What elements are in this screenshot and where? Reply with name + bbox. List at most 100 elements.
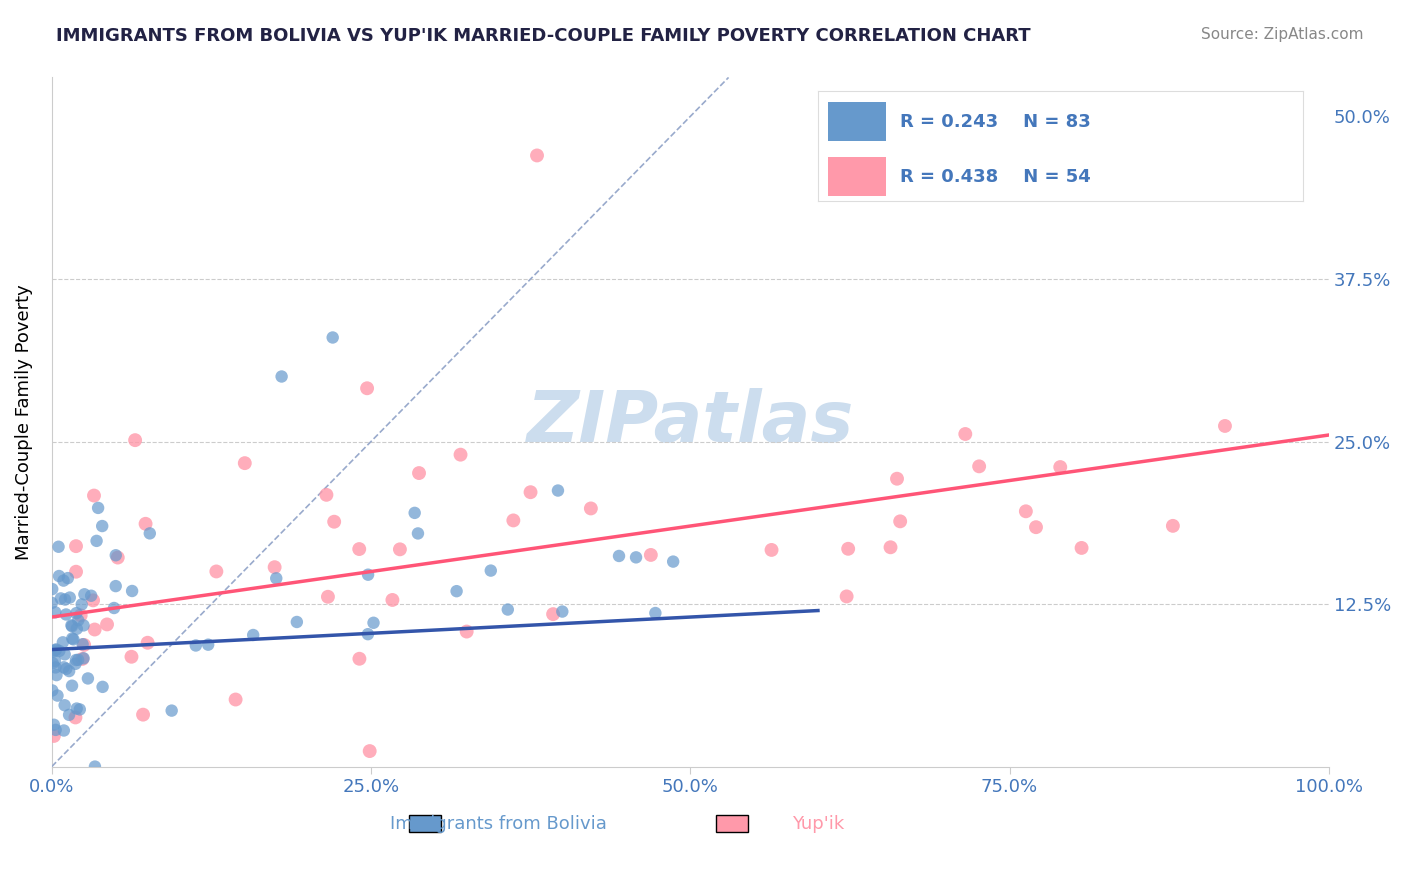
Yup'ik <box>967 459 990 474</box>
Yup'ik <box>1015 504 1038 518</box>
Yup'ik <box>107 550 129 565</box>
Immigrants from Bolivia <box>41 596 63 610</box>
Immigrants from Bolivia <box>496 602 519 616</box>
Immigrants from Bolivia <box>70 598 93 612</box>
Yup'ik <box>955 427 977 442</box>
Immigrants from Bolivia <box>87 500 110 515</box>
Yup'ik <box>69 608 91 623</box>
Yup'ik <box>835 590 858 604</box>
Immigrants from Bolivia <box>45 668 67 682</box>
Immigrants from Bolivia <box>49 591 72 606</box>
Immigrants from Bolivia <box>363 615 385 630</box>
Yup'ik <box>356 381 378 395</box>
Immigrants from Bolivia <box>103 601 125 615</box>
Immigrants from Bolivia <box>662 555 685 569</box>
Immigrants from Bolivia <box>60 632 83 646</box>
Yup'ik <box>135 516 157 531</box>
Yup'ik <box>541 607 564 621</box>
Immigrants from Bolivia <box>62 632 84 647</box>
Yup'ik <box>132 707 155 722</box>
Yup'ik <box>263 560 285 574</box>
Yup'ik <box>456 624 478 639</box>
Yup'ik <box>82 593 104 607</box>
FancyBboxPatch shape <box>409 814 441 832</box>
Immigrants from Bolivia <box>607 549 630 563</box>
Immigrants from Bolivia <box>66 701 89 715</box>
Immigrants from Bolivia <box>73 587 96 601</box>
Immigrants from Bolivia <box>45 642 67 657</box>
Yup'ik <box>1025 520 1047 534</box>
Yup'ik <box>96 617 118 632</box>
Immigrants from Bolivia <box>56 571 79 585</box>
Immigrants from Bolivia <box>357 567 380 582</box>
Yup'ik <box>502 513 524 527</box>
Yup'ik <box>349 652 371 666</box>
Immigrants from Bolivia <box>270 369 292 384</box>
Immigrants from Bolivia <box>42 657 65 671</box>
Yup'ik <box>72 652 94 666</box>
Immigrants from Bolivia <box>91 519 114 533</box>
Immigrants from Bolivia <box>84 759 107 773</box>
Immigrants from Bolivia <box>44 660 66 674</box>
Immigrants from Bolivia <box>59 591 82 605</box>
Immigrants from Bolivia <box>551 605 574 619</box>
Immigrants from Bolivia <box>624 550 647 565</box>
Text: IMMIGRANTS FROM BOLIVIA VS YUP'IK MARRIED-COUPLE FAMILY POVERTY CORRELATION CHAR: IMMIGRANTS FROM BOLIVIA VS YUP'IK MARRIE… <box>56 27 1031 45</box>
Immigrants from Bolivia <box>65 606 87 620</box>
Yup'ik <box>1279 110 1302 124</box>
Yup'ik <box>323 515 346 529</box>
Immigrants from Bolivia <box>80 589 103 603</box>
Immigrants from Bolivia <box>52 574 75 588</box>
Immigrants from Bolivia <box>184 639 207 653</box>
Immigrants from Bolivia <box>264 571 287 585</box>
Text: ZIPatlas: ZIPatlas <box>527 387 853 457</box>
Immigrants from Bolivia <box>104 548 127 562</box>
Yup'ik <box>879 541 901 555</box>
Text: Immigrants from Bolivia: Immigrants from Bolivia <box>391 814 607 832</box>
Yup'ik <box>233 456 256 470</box>
Immigrants from Bolivia <box>65 657 87 671</box>
Immigrants from Bolivia <box>160 704 183 718</box>
Yup'ik <box>388 542 411 557</box>
Yup'ik <box>1161 519 1184 533</box>
Immigrants from Bolivia <box>48 569 70 583</box>
Immigrants from Bolivia <box>60 679 83 693</box>
Yup'ik <box>73 638 96 652</box>
Immigrants from Bolivia <box>72 651 94 665</box>
Yup'ik <box>381 593 404 607</box>
Immigrants from Bolivia <box>44 605 66 619</box>
Yup'ik <box>408 466 430 480</box>
Immigrants from Bolivia <box>77 672 100 686</box>
Immigrants from Bolivia <box>72 637 94 651</box>
Yup'ik <box>65 565 87 579</box>
Immigrants from Bolivia <box>69 702 91 716</box>
Yup'ik <box>1049 460 1071 475</box>
Immigrants from Bolivia <box>479 564 502 578</box>
Y-axis label: Married-Couple Family Poverty: Married-Couple Family Poverty <box>15 285 32 560</box>
Yup'ik <box>640 548 662 562</box>
Yup'ik <box>349 542 371 557</box>
Yup'ik <box>205 565 228 579</box>
Immigrants from Bolivia <box>139 526 162 541</box>
Immigrants from Bolivia <box>53 698 76 713</box>
Immigrants from Bolivia <box>44 654 66 668</box>
Immigrants from Bolivia <box>41 683 63 698</box>
Yup'ik <box>121 649 143 664</box>
Yup'ik <box>889 514 911 528</box>
Yup'ik <box>136 636 159 650</box>
Yup'ik <box>579 501 602 516</box>
Yup'ik <box>316 590 339 604</box>
Immigrants from Bolivia <box>91 680 114 694</box>
Immigrants from Bolivia <box>404 506 426 520</box>
Immigrants from Bolivia <box>67 653 90 667</box>
Immigrants from Bolivia <box>53 648 76 662</box>
Immigrants from Bolivia <box>67 613 90 627</box>
Immigrants from Bolivia <box>322 330 344 344</box>
Immigrants from Bolivia <box>48 540 70 554</box>
Yup'ik <box>83 489 105 503</box>
Yup'ik <box>519 485 541 500</box>
Immigrants from Bolivia <box>44 643 66 657</box>
Immigrants from Bolivia <box>357 627 380 641</box>
Yup'ik <box>761 543 783 558</box>
Immigrants from Bolivia <box>45 723 67 737</box>
